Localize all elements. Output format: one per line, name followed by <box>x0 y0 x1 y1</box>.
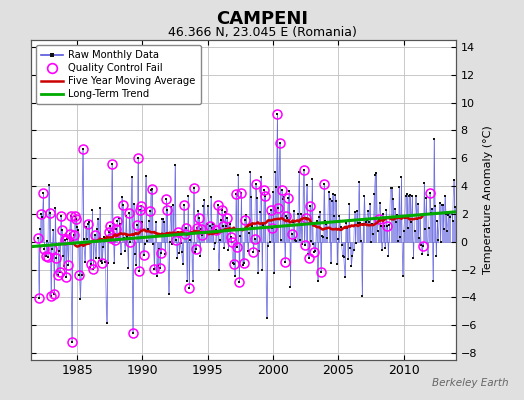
Legend: Raw Monthly Data, Quality Control Fail, Five Year Moving Average, Long-Term Tren: Raw Monthly Data, Quality Control Fail, … <box>37 45 201 104</box>
Text: Berkeley Earth: Berkeley Earth <box>432 378 508 388</box>
Text: 46.366 N, 23.045 E (Romania): 46.366 N, 23.045 E (Romania) <box>168 26 356 39</box>
Y-axis label: Temperature Anomaly (°C): Temperature Anomaly (°C) <box>483 126 493 274</box>
Text: CAMPENI: CAMPENI <box>216 10 308 28</box>
